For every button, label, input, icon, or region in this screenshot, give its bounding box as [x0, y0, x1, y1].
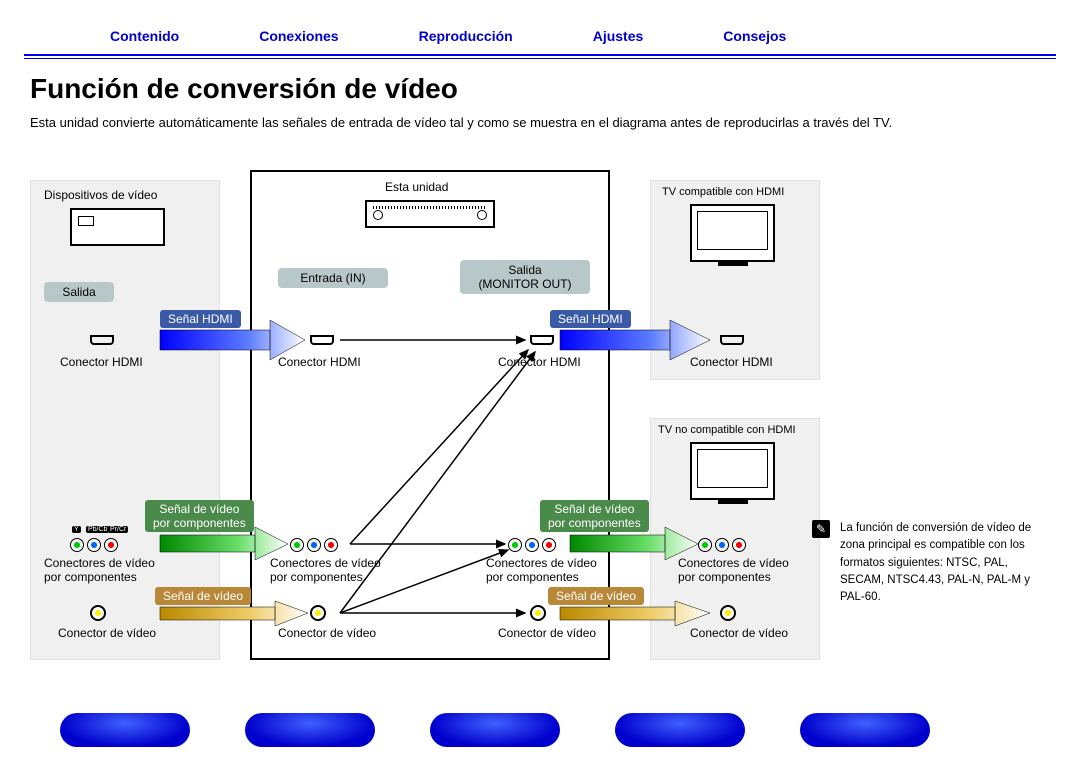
page-description: Esta unidad convierte automáticamente la…: [0, 111, 1080, 130]
comp-label-3: Conectores de vídeo por componentes: [486, 556, 597, 584]
source-salida-tag: Salida: [44, 282, 114, 302]
sig-hdmi-right: Señal HDMI: [550, 310, 631, 328]
component-ports: [698, 538, 746, 552]
pr-label: Pr/Cr: [108, 526, 128, 533]
conversion-diagram: Dispositivos de vídeo Salida Esta unidad…: [30, 160, 830, 670]
nav-contenido[interactable]: Contenido: [110, 28, 179, 44]
nav-consejos[interactable]: Consejos: [723, 28, 786, 44]
note-text: La función de conversión de vídeo de zon…: [840, 520, 1050, 606]
video-device-icon: [70, 208, 165, 246]
component-ports: [70, 538, 118, 552]
vid-label-1: Conector de vídeo: [58, 626, 156, 640]
top-nav: Contenido Conexiones Reproducción Ajuste…: [0, 0, 1080, 54]
video-port: [720, 605, 736, 621]
vid-label-2: Conector de vídeo: [278, 626, 376, 640]
entrada-tag: Entrada (IN): [278, 268, 388, 288]
pb-label: Pb/Cb: [86, 526, 109, 533]
nav-pill[interactable]: [60, 713, 190, 747]
component-ports: [290, 538, 338, 552]
component-ports: [508, 538, 556, 552]
hr-thick: [24, 54, 1056, 56]
nav-reproduccion[interactable]: Reproducción: [419, 28, 513, 44]
note-icon: ✎: [812, 520, 830, 538]
tv-hdmi-icon: [690, 204, 775, 262]
nav-pill[interactable]: [615, 713, 745, 747]
hdmi-port: [310, 335, 334, 345]
sig-hdmi-left: Señal HDMI: [160, 310, 241, 328]
tv-nohdmi-heading: TV no compatible con HDMI: [658, 424, 796, 436]
video-port: [530, 605, 546, 621]
hdmi-label-3: Conector HDMI: [498, 355, 581, 369]
nav-pill[interactable]: [245, 713, 375, 747]
y-label: Y: [72, 526, 81, 533]
nav-conexiones[interactable]: Conexiones: [259, 28, 338, 44]
tv-hdmi-heading: TV compatible con HDMI: [662, 186, 784, 198]
comp-label-2: Conectores de vídeo por componentes: [270, 556, 381, 584]
tv-nohdmi-icon: [690, 442, 775, 500]
video-port: [90, 605, 106, 621]
video-port: [310, 605, 326, 621]
unit-heading: Esta unidad: [385, 180, 448, 194]
vid-label-3: Conector de vídeo: [498, 626, 596, 640]
hdmi-label-2: Conector HDMI: [278, 355, 361, 369]
comp-label-1: Conectores de vídeo por componentes: [44, 556, 155, 584]
vid-label-4: Conector de vídeo: [690, 626, 788, 640]
hdmi-port: [530, 335, 554, 345]
nav-pill[interactable]: [800, 713, 930, 747]
hdmi-port: [90, 335, 114, 345]
comp-label-4: Conectores de vídeo por componentes: [678, 556, 789, 584]
sig-comp-left: Señal de vídeo por componentes: [145, 500, 254, 532]
nav-ajustes[interactable]: Ajustes: [593, 28, 644, 44]
monitor-out-tag: Salida (MONITOR OUT): [460, 260, 590, 294]
sig-vid-left: Señal de vídeo: [155, 587, 251, 605]
receiver-icon: [365, 200, 495, 228]
sig-comp-right: Señal de vídeo por componentes: [540, 500, 649, 532]
page-title: Función de conversión de vídeo: [0, 59, 1080, 111]
hdmi-port: [720, 335, 744, 345]
hdmi-label-1: Conector HDMI: [60, 355, 143, 369]
nav-pill[interactable]: [430, 713, 560, 747]
source-heading: Dispositivos de vídeo: [44, 188, 157, 202]
hdmi-label-4: Conector HDMI: [690, 355, 773, 369]
sig-vid-right: Señal de vídeo: [548, 587, 644, 605]
